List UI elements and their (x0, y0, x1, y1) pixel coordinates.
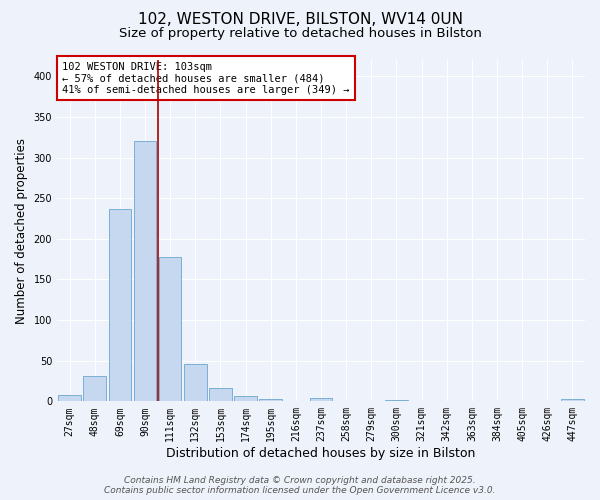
Text: 102, WESTON DRIVE, BILSTON, WV14 0UN: 102, WESTON DRIVE, BILSTON, WV14 0UN (137, 12, 463, 28)
Bar (234, 396, 257, 402)
Bar (83, 376, 106, 402)
Text: Size of property relative to detached houses in Bilston: Size of property relative to detached ho… (119, 28, 481, 40)
Bar (159, 256, 181, 402)
Bar (58, 395, 81, 402)
Bar (109, 208, 131, 402)
Y-axis label: Number of detached properties: Number of detached properties (15, 138, 28, 324)
Bar (134, 142, 157, 402)
Bar (385, 400, 408, 402)
Bar (259, 399, 282, 402)
Text: Contains HM Land Registry data © Crown copyright and database right 2025.
Contai: Contains HM Land Registry data © Crown c… (104, 476, 496, 495)
Bar (310, 398, 332, 402)
Bar (561, 399, 584, 402)
Bar (184, 364, 206, 402)
Text: 102 WESTON DRIVE: 103sqm
← 57% of detached houses are smaller (484)
41% of semi-: 102 WESTON DRIVE: 103sqm ← 57% of detach… (62, 62, 350, 95)
X-axis label: Distribution of detached houses by size in Bilston: Distribution of detached houses by size … (166, 447, 476, 460)
Bar (209, 388, 232, 402)
